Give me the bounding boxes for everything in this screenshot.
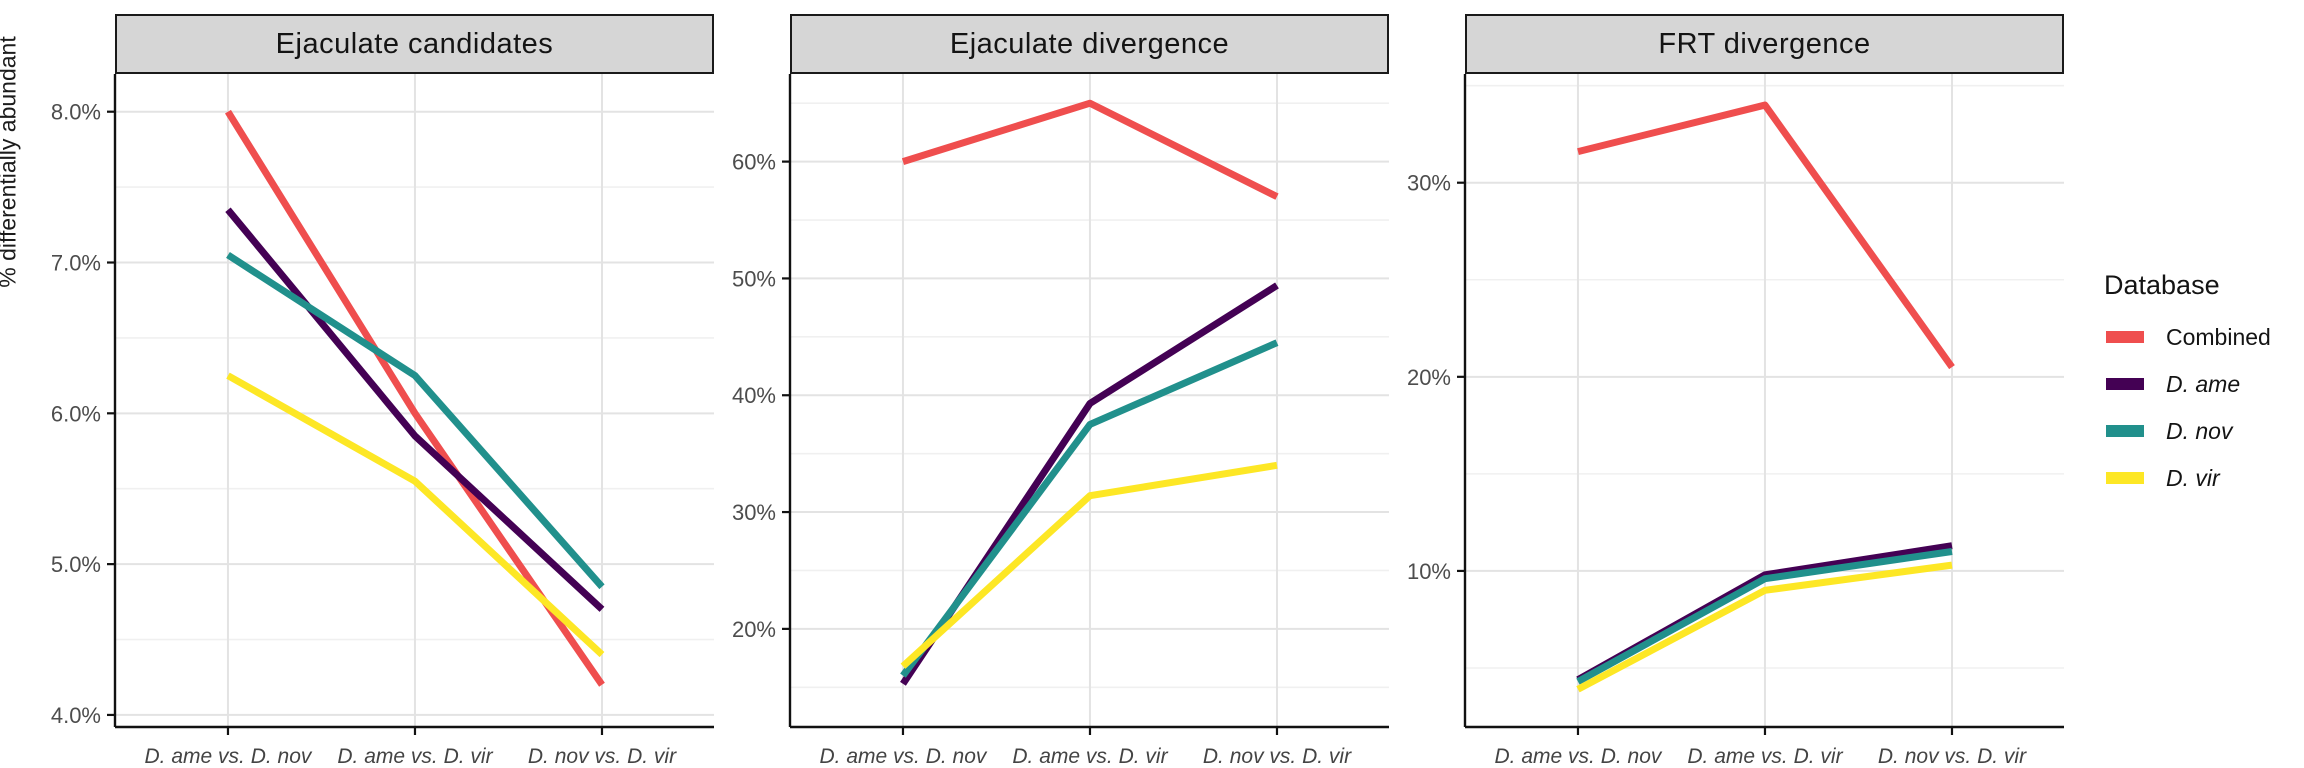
series-line-d-vir [226, 372, 605, 658]
series-line-d-vir [1576, 561, 1953, 693]
axis-lines [1457, 74, 2064, 735]
series [900, 99, 1279, 686]
legend-item-label: D. nov [2166, 417, 2233, 444]
gridlines [790, 74, 1389, 727]
y-tick-label: 30% [732, 500, 776, 525]
series-line-combined [1577, 101, 1955, 370]
legend-item-combined: Combined [2098, 323, 2304, 350]
y-tick-label: 8.0% [51, 100, 101, 125]
legend: Database Combined D. ame D. nov D. vir [2098, 270, 2304, 513]
panel-plot-1: 60% 50% 40% 30% 20% D. ame vs. D. nov D. ame v… [732, 74, 1389, 768]
y-tick-label: 10% [1407, 559, 1451, 584]
x-tick-label: D. ame vs. D. vir [337, 745, 493, 768]
x-tick-label: D. ame vs. D. vir [1012, 745, 1168, 768]
axis-lines [782, 74, 1389, 735]
legend-key-combined-swatch [2106, 331, 2144, 343]
legend-item-label: D. vir [2166, 464, 2220, 491]
axis-lines [107, 74, 714, 735]
y-tick-label: 20% [732, 617, 776, 642]
legend-item-d-vir: D. vir [2098, 464, 2304, 491]
x-tick-label: D. ame vs. D. nov [1495, 745, 1663, 768]
y-tick-label: 20% [1407, 365, 1451, 390]
panel-strip-ejaculate-divergence: Ejaculate divergence [790, 14, 1389, 74]
legend-item-d-ame: D. ame [2098, 370, 2304, 397]
panel-plot-2: 30% 20% 10% D. ame vs. D. nov D. ame vs. D. … [1407, 74, 2064, 768]
series-line-d-vir [900, 461, 1278, 669]
y-tick-label: 60% [732, 150, 776, 175]
series [224, 109, 605, 687]
legend-item-label: Combined [2166, 323, 2271, 350]
y-tick-label: 4.0% [51, 703, 101, 728]
series-line-combined [901, 99, 1279, 200]
y-axis-title: % differentially abundant [0, 36, 21, 287]
series-line-d-nov [1576, 548, 1953, 685]
y-tick-label: 40% [732, 383, 776, 408]
panel-strip-frt-divergence: FRT divergence [1465, 14, 2064, 74]
series-line-d-nov [226, 252, 605, 590]
gridlines [115, 74, 714, 727]
y-tick-label: 50% [732, 266, 776, 291]
x-tick-label: D. ame vs. D. nov [820, 745, 988, 768]
series-line-d-nov [900, 339, 1279, 678]
panel-plot-0: 8.0% 7.0% 6.0% 5.0% 4.0% D. ame vs. D. nov D. … [51, 74, 714, 768]
legend-item-label: D. ame [2166, 370, 2241, 397]
legend-title: Database [2104, 270, 2220, 300]
x-tick-label: D. nov vs. D. vir [528, 745, 677, 768]
y-tick-label: 30% [1407, 171, 1451, 196]
legend-item-d-nov: D. nov [2098, 417, 2304, 444]
x-tick-label: D. nov vs. D. vir [1878, 745, 2027, 768]
y-tick-label: 6.0% [51, 401, 101, 426]
y-tick-label: 7.0% [51, 251, 101, 276]
legend-key-d-vir-swatch [2106, 472, 2144, 484]
x-tick-label: D. ame vs. D. nov [145, 745, 313, 768]
gridlines [1465, 74, 2064, 727]
x-tick-label: D. nov vs. D. vir [1203, 745, 1352, 768]
x-tick-label: D. ame vs. D. vir [1687, 745, 1843, 768]
legend-key-d-ame-swatch [2106, 378, 2144, 390]
panel-strip-ejaculate-candidates: Ejaculate candidates [115, 14, 714, 74]
series [1576, 101, 1955, 693]
y-tick-label: 5.0% [51, 552, 101, 577]
series-line-d-ame [225, 207, 605, 612]
legend-key-d-nov-swatch [2106, 425, 2144, 437]
